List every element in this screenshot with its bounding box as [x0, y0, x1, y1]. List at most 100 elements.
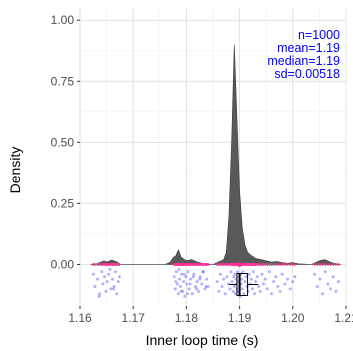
data-point [252, 292, 256, 296]
x-tick-label: 1.16 [68, 311, 92, 325]
x-tick-label: 1.17 [122, 311, 146, 325]
data-point [241, 270, 245, 274]
data-point [179, 284, 183, 288]
data-point [176, 292, 180, 296]
data-point [265, 287, 269, 291]
data-point [257, 284, 261, 288]
data-point [242, 292, 246, 296]
data-point [198, 275, 202, 279]
data-point [173, 287, 177, 291]
data-point [233, 272, 237, 276]
data-point [280, 272, 284, 276]
data-point [183, 294, 187, 298]
data-point [291, 280, 295, 284]
data-point [182, 280, 186, 284]
data-point [101, 282, 105, 286]
data-point [198, 277, 202, 281]
data-point [191, 275, 195, 279]
data-point [337, 280, 341, 284]
data-point [205, 277, 209, 281]
data-point [215, 280, 219, 284]
rug-layer [92, 261, 340, 267]
data-point [247, 272, 251, 276]
data-point [180, 272, 184, 276]
box-body [236, 273, 249, 297]
data-point [187, 287, 191, 291]
data-point [235, 270, 239, 274]
data-point [112, 287, 116, 291]
data-point [334, 289, 338, 293]
tick-labels: 1.16 1.17 1.18 1.19 1.20 1.21 0.00 0.25 0.50 0.75… [51, 13, 353, 325]
data-point [192, 272, 196, 276]
data-point [283, 282, 287, 286]
data-point [267, 270, 271, 274]
data-point [331, 275, 335, 279]
data-point [195, 280, 199, 284]
data-point [172, 275, 176, 279]
stats-annotation: n=1000 mean=1.19 median=1.19 sd=0.00518 [267, 28, 340, 81]
data-point [326, 282, 330, 286]
data-point [323, 270, 327, 274]
data-point [189, 277, 193, 281]
data-point [185, 282, 189, 286]
data-point [220, 284, 224, 288]
data-point [243, 280, 247, 284]
data-point [201, 270, 205, 274]
data-point [245, 284, 249, 288]
data-point [225, 275, 229, 279]
data-point [185, 292, 189, 296]
data-point [204, 284, 208, 288]
data-point [254, 280, 258, 284]
boxplot [228, 273, 259, 297]
x-axis-title: Inner loop time (s) [146, 332, 259, 348]
data-point [232, 275, 236, 279]
data-point [217, 289, 221, 293]
data-point [116, 280, 120, 284]
data-point [108, 267, 112, 271]
data-point [181, 289, 185, 293]
y-tick-label: 0.50 [51, 135, 75, 149]
data-point [321, 292, 325, 296]
x-tick-label: 1.21 [334, 311, 353, 325]
density-area [90, 44, 341, 265]
data-point [186, 270, 190, 274]
data-point [244, 275, 248, 279]
x-tick-label: 1.19 [228, 311, 252, 325]
data-point [240, 287, 244, 291]
data-point [195, 287, 199, 291]
y-tick-label: 1.00 [51, 13, 75, 27]
data-point [200, 282, 204, 286]
data-point [255, 275, 259, 279]
data-point [276, 284, 280, 288]
data-point [110, 277, 114, 281]
data-point [175, 282, 179, 286]
data-point [109, 287, 113, 291]
x-tick-label: 1.20 [281, 311, 305, 325]
data-point [222, 277, 226, 281]
data-point [105, 280, 109, 284]
data-point [206, 284, 210, 288]
annotation-n: n=1000 [298, 28, 340, 42]
grid-lines [79, 8, 347, 306]
data-point [272, 280, 276, 284]
data-point [190, 292, 194, 296]
data-point [293, 275, 297, 279]
mean-marker [237, 261, 243, 267]
data-point [288, 287, 292, 291]
data-point [174, 280, 178, 284]
data-point [201, 270, 205, 274]
data-point [229, 270, 233, 274]
data-point [274, 275, 278, 279]
data-point [250, 287, 254, 291]
data-point [315, 284, 319, 288]
data-point [278, 289, 282, 293]
data-point [270, 292, 274, 296]
y-axis-title: Density [7, 147, 23, 194]
annotation-median: median=1.19 [267, 54, 340, 68]
data-point [258, 289, 262, 293]
data-point [177, 267, 181, 271]
data-point [96, 277, 100, 281]
data-point [285, 277, 289, 281]
